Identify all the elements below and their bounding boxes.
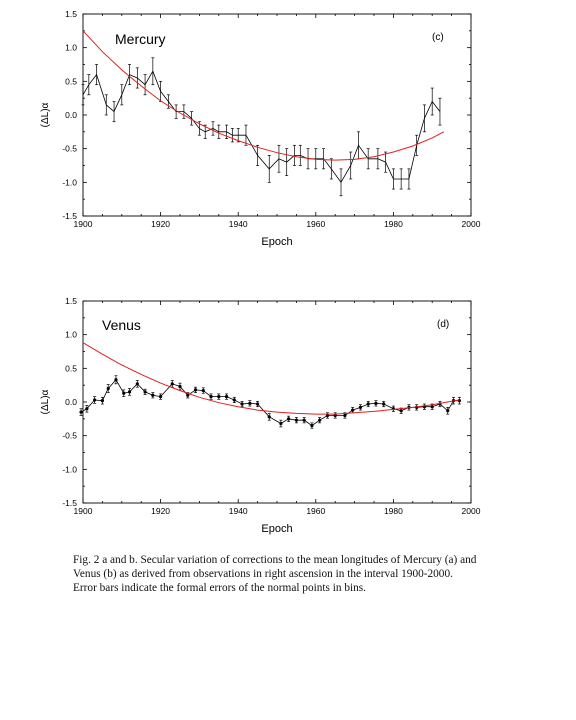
x-tick-label: 1960 — [306, 219, 325, 229]
y-tick-label: 1.0 — [65, 330, 77, 340]
y-tick-label: 1.5 — [65, 9, 77, 19]
x-tick-label: 1900 — [74, 506, 93, 516]
data-point — [114, 378, 118, 382]
data-point — [318, 418, 322, 422]
x-axis-label: Epoch — [261, 523, 292, 535]
x-tick-label: 1980 — [384, 219, 403, 229]
data-point — [122, 391, 126, 395]
x-tick-label: 2000 — [462, 219, 481, 229]
data-point — [170, 382, 174, 386]
y-tick-label: 0.0 — [65, 397, 77, 407]
caption-line-2: Venus (b) as derived from observations i… — [73, 568, 453, 581]
data-point — [193, 388, 198, 392]
data-point — [302, 418, 306, 422]
caption-line-1: Fig. 2 a and b. Secular variation of cor… — [73, 554, 477, 566]
y-tick-label: 0.5 — [65, 76, 77, 86]
y-tick-label: -0.5 — [62, 144, 77, 154]
panel-label: (d) — [437, 319, 449, 330]
y-tick-label: 1.5 — [65, 296, 77, 306]
data-point — [100, 399, 104, 403]
y-axis-label: (ΔL)α — [40, 102, 51, 127]
data-point — [382, 402, 386, 406]
x-tick-label: 1940 — [229, 506, 248, 516]
data-point — [343, 413, 347, 418]
data-point — [106, 386, 110, 391]
y-tick-label: -1.5 — [62, 498, 77, 508]
data-point — [79, 410, 83, 414]
chart-panel-2: 1900 1920 1940 1960 1980 2000 -1.5 -1.0 -0.5 0.0 0… — [40, 296, 481, 535]
plot-frame — [82, 300, 472, 504]
y-tick-label: 0.5 — [65, 363, 77, 373]
fit-curve — [82, 30, 445, 161]
data-point — [217, 395, 221, 399]
data-point — [248, 401, 252, 405]
data-point — [127, 390, 132, 394]
caption-line-3: Error bars indicate the formal errors of… — [73, 582, 367, 595]
x-tick-label: 2000 — [462, 506, 481, 516]
data-point — [256, 402, 260, 406]
panel-label: (c) — [432, 32, 444, 43]
x-tick-label: 1920 — [151, 219, 170, 229]
data-point — [333, 413, 337, 418]
data-point — [351, 408, 355, 412]
data-point — [143, 390, 147, 394]
x-tick-label: 1960 — [306, 506, 325, 516]
data-point — [135, 382, 139, 386]
y-tick-label: 0.0 — [65, 110, 77, 120]
observation-series — [81, 57, 442, 197]
fit-curve — [82, 342, 460, 415]
data-point — [186, 393, 190, 397]
planet-label: Mercury — [115, 31, 166, 47]
data-point — [294, 418, 298, 422]
data-point — [159, 395, 163, 399]
data-point — [201, 388, 205, 393]
data-point — [178, 384, 182, 389]
chart-panel-1: 1900 1920 1940 1960 1980 2000 -1.5 -1.0 -0.5 0.0 0… — [40, 9, 481, 248]
data-point — [151, 393, 155, 397]
data-point — [358, 405, 363, 409]
data-point — [325, 413, 330, 418]
x-tick-label: 1980 — [384, 506, 403, 516]
data-point — [310, 423, 314, 428]
x-tick-label: 1920 — [151, 506, 170, 516]
observation-line — [80, 379, 460, 427]
observation-series — [79, 375, 461, 429]
data-point — [209, 395, 213, 399]
data-point — [267, 415, 271, 419]
y-tick-label: 1.0 — [65, 43, 77, 53]
data-point — [224, 395, 229, 399]
data-point — [232, 398, 236, 402]
data-point — [374, 401, 378, 405]
y-tick-label: -0.5 — [62, 431, 77, 441]
x-tick-label: 1940 — [229, 219, 248, 229]
data-point — [399, 409, 403, 413]
data-point — [85, 407, 89, 411]
data-point — [446, 409, 450, 413]
data-point — [430, 405, 434, 409]
data-point — [366, 402, 370, 406]
planet-label: Venus — [102, 317, 141, 333]
data-point — [287, 417, 291, 421]
y-axis-label: (ΔL)α — [40, 389, 51, 414]
x-tick-label: 1900 — [74, 219, 93, 229]
figure-caption: Fig. 2 a and b. Secular variation of cor… — [73, 553, 543, 596]
data-point — [93, 398, 97, 402]
data-point — [240, 402, 244, 406]
y-tick-label: -1.5 — [62, 211, 77, 221]
data-point — [279, 421, 283, 426]
y-tick-label: -1.0 — [62, 177, 77, 187]
x-axis-label: Epoch — [261, 236, 292, 248]
y-tick-label: -1.0 — [62, 464, 77, 474]
